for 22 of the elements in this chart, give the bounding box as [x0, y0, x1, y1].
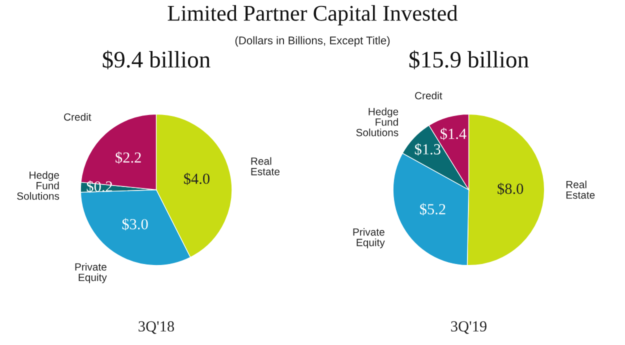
data-label: $1.4 [440, 128, 466, 140]
text: 3Q'19 [451, 321, 486, 334]
chart-title: $9.4 billion [102, 50, 210, 70]
slice-label: Private Equity [75, 262, 107, 284]
text: Limited Partner Capital Invested [168, 5, 458, 26]
data-label: $0.2 [86, 180, 112, 193]
slice-label: Hedge Fund Solutions [17, 171, 60, 200]
data-label: $8.0 [498, 182, 524, 195]
data-label: $3.0 [122, 218, 148, 230]
slice-label: Hedge Fund Solutions [356, 108, 398, 136]
data-label: $2.2 [116, 152, 141, 164]
slice-label: Private Equity [353, 228, 385, 248]
slice-label: Real Estate [251, 157, 280, 176]
data-label: $1.3 [414, 143, 440, 156]
text: (Dollars in Billions, Except Title) [235, 36, 390, 47]
slice-label: Credit [64, 113, 92, 121]
data-label: $4.0 [184, 172, 210, 185]
slice-label: Credit [415, 92, 442, 100]
text: 3Q'18 [138, 321, 174, 334]
chart-title: $15.9 billion [409, 50, 529, 70]
data-label: $5.2 [420, 203, 446, 216]
slice-label: Real Estate [566, 180, 595, 199]
